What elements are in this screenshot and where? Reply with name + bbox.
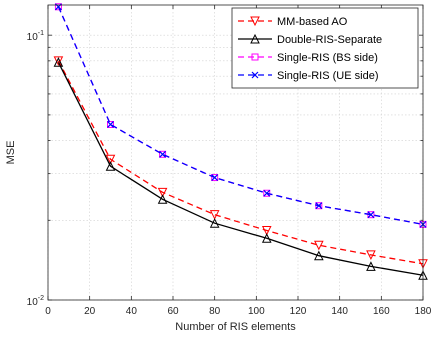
- data-point: [315, 202, 323, 210]
- data-point: [314, 250, 324, 261]
- data-point: [105, 161, 116, 171]
- x-tick-label: 40: [126, 306, 138, 317]
- data-point: [263, 189, 271, 197]
- data-point: [211, 174, 219, 181]
- data-point: [159, 150, 167, 158]
- x-marker-stroke: [263, 189, 271, 197]
- data-point: [315, 202, 323, 210]
- x-tick-label: 120: [290, 306, 307, 317]
- y-axis-label: MSE: [5, 141, 17, 165]
- x-marker-stroke: [251, 71, 259, 79]
- data-point: [261, 225, 272, 236]
- data-point: [105, 154, 116, 165]
- x-tick-label: 0: [45, 306, 51, 317]
- legend: MM-based AO Double-RIS-Separate Single-RIS…: [231, 7, 419, 89]
- x-marker-stroke: [107, 121, 114, 128]
- legend-marker: [251, 71, 259, 79]
- data-point: [53, 57, 64, 67]
- legend-label: MM-based AO: [277, 16, 348, 28]
- data-point: [157, 194, 168, 204]
- data-point: [159, 150, 167, 158]
- data-point: [366, 261, 376, 271]
- series-group: [53, 3, 428, 280]
- legend-marker: [250, 33, 260, 44]
- data-point: [314, 240, 324, 251]
- data-point: [211, 174, 219, 182]
- legend-entry: MM-based AO: [238, 16, 348, 28]
- axis-ticks: 0 20 40 60 80 100 120 140 160 180 10-1 10-2: [27, 5, 432, 317]
- data-point: [209, 210, 220, 220]
- x-tick-label: 80: [209, 306, 221, 317]
- x-marker-stroke: [159, 150, 167, 158]
- x-marker-stroke: [315, 202, 323, 210]
- data-point: [366, 250, 376, 261]
- x-marker-stroke: [367, 211, 375, 219]
- x-tick-label: 140: [331, 306, 348, 317]
- legend-entry: Single-RIS (UE side): [238, 70, 378, 82]
- x-axis-label: Number of RIS elements: [175, 321, 296, 333]
- data-point: [157, 187, 168, 198]
- series-line: [57, 61, 424, 276]
- data-point: [107, 121, 114, 128]
- data-point: [53, 56, 64, 66]
- series-double-ris-separate: [53, 57, 428, 280]
- series-single-ris-ue-side: [54, 3, 427, 228]
- x-tick-label: 180: [415, 306, 432, 317]
- plot-frame: [47, 4, 424, 301]
- y-tick-label: 10-1: [27, 30, 44, 43]
- x-tick-label: 20: [84, 306, 96, 317]
- data-point: [107, 120, 114, 128]
- legend-entry: Single-RIS (BS side): [238, 52, 378, 64]
- x-tick-label: 160: [373, 306, 390, 317]
- series-line: [57, 60, 424, 265]
- data-point: [263, 189, 271, 197]
- data-point: [261, 233, 272, 243]
- x-marker-stroke: [211, 174, 219, 181]
- legend-marker: [251, 53, 259, 61]
- legend-entry: Double-RIS-Separate: [238, 33, 382, 46]
- data-point: [209, 218, 220, 228]
- legend-label: Single-RIS (UE side): [277, 70, 378, 82]
- series-line: [57, 6, 424, 226]
- y-tick-label: 10-2: [27, 295, 44, 308]
- x-tick-label: 60: [167, 306, 179, 317]
- legend-label: Single-RIS (BS side): [277, 52, 378, 64]
- data-point: [54, 3, 62, 11]
- x-tick-label: 100: [248, 306, 265, 317]
- data-point: [367, 211, 375, 219]
- legend-label: Double-RIS-Separate: [277, 34, 382, 46]
- series-mm-based-ao: [53, 56, 428, 269]
- legend-marker: [250, 16, 260, 27]
